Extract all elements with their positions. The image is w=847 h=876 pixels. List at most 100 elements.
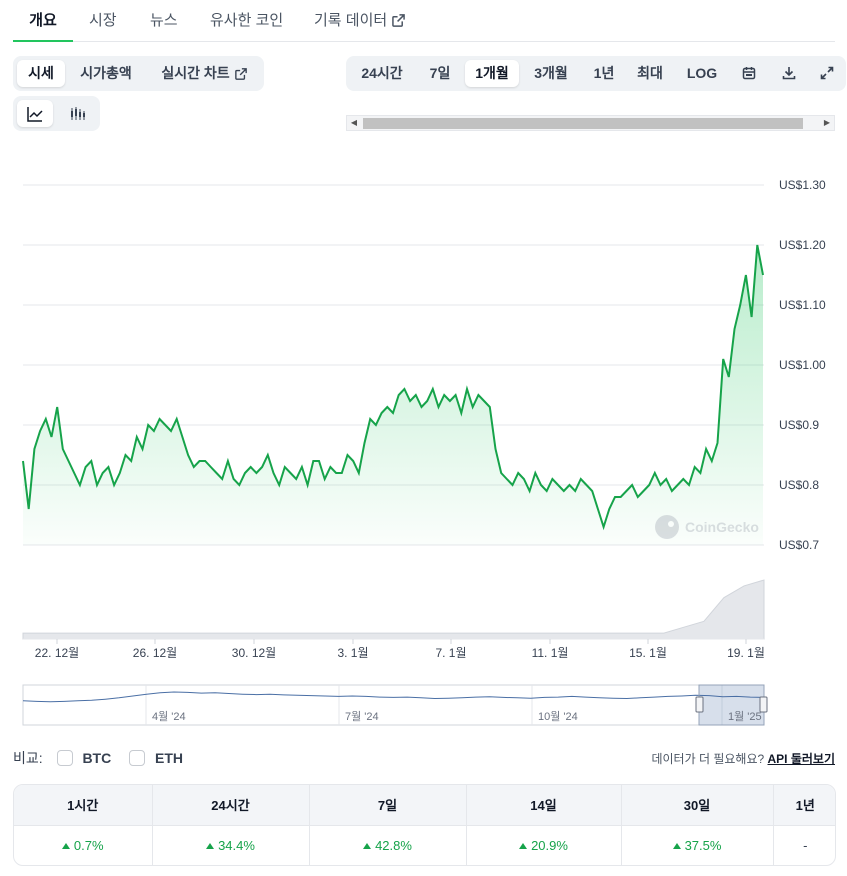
- data-type-toggle: 시세 시가총액 실시간 차트: [13, 56, 264, 91]
- tab-similar-coins-label: 유사한 코인: [210, 12, 284, 29]
- external-link-icon: [234, 68, 247, 80]
- change-7d-value: 42.8%: [375, 837, 412, 853]
- change-24h-value: 34.4%: [218, 837, 255, 853]
- volume-area: [22, 579, 765, 640]
- navigator-left-handle[interactable]: [695, 696, 704, 713]
- navigator-label: 7월 '24: [345, 710, 379, 723]
- tab-news-label: 뉴스: [150, 12, 178, 29]
- navigator-gridlines: [145, 685, 723, 725]
- tab-historical-data[interactable]: 기록 데이터: [314, 0, 405, 42]
- header-1y: 1년: [773, 785, 835, 825]
- external-link-icon: [392, 14, 405, 27]
- navigator-label: 4월 '24: [152, 710, 186, 723]
- chart-style-toggle: [13, 96, 100, 131]
- btc-label[interactable]: BTC: [82, 750, 112, 766]
- y-tick-label: US$0.7: [779, 538, 819, 552]
- navigator-label: 10월 '24: [538, 710, 578, 723]
- range-navigator[interactable]: 4월 '24 7월 '24 10월 '24 1월 '25: [22, 684, 768, 726]
- calendar-icon: [742, 67, 756, 80]
- live-chart-link[interactable]: 실시간 차트: [149, 60, 259, 87]
- x-tick-label: 30. 12월: [232, 646, 276, 660]
- change-14d: 20.9%: [466, 824, 622, 865]
- range-1m[interactable]: 1개월: [465, 60, 519, 87]
- scroll-left-icon[interactable]: ◀: [350, 118, 358, 127]
- range-24h-label: 24시간: [361, 65, 403, 81]
- navigator-frame: [22, 684, 765, 726]
- download-icon: [782, 67, 796, 80]
- x-tick-label: 7. 1월: [435, 646, 466, 660]
- tab-overview[interactable]: 개요: [13, 0, 73, 42]
- range-max-label: 최대: [637, 65, 663, 81]
- tab-overview-label: 개요: [29, 12, 57, 29]
- change-1h: 0.7%: [14, 824, 153, 865]
- change-30d-value: 37.5%: [684, 837, 722, 853]
- y-tick-label: US$0.8: [779, 478, 819, 492]
- change-7d: 42.8%: [309, 824, 467, 865]
- change-1y-value: -: [803, 837, 808, 853]
- x-tick-label: 22. 12월: [35, 646, 79, 660]
- line-chart-button[interactable]: [17, 100, 53, 127]
- up-arrow-icon: [61, 842, 70, 849]
- scroll-right-icon[interactable]: ▶: [823, 118, 831, 127]
- price-toggle[interactable]: 시세: [17, 60, 65, 87]
- watermark-text: CoinGecko: [685, 519, 759, 535]
- change-30d: 37.5%: [621, 824, 774, 865]
- fullscreen-button[interactable]: [812, 60, 842, 87]
- header-24h: 24시간: [152, 785, 310, 825]
- up-arrow-icon: [206, 842, 215, 849]
- market-cap-toggle[interactable]: 시가총액: [71, 60, 141, 87]
- scrollbar-thumb[interactable]: [363, 118, 803, 129]
- navigator-line: [22, 691, 765, 703]
- navigator-right-handle[interactable]: [759, 696, 768, 713]
- eth-checkbox[interactable]: [129, 750, 146, 766]
- x-tick-label: 11. 1월: [532, 646, 569, 660]
- header-30d: 30일: [621, 785, 774, 825]
- navigator-label: 1월 '25: [728, 710, 762, 723]
- range-24h[interactable]: 24시간: [352, 60, 412, 87]
- x-tick-label: 3. 1월: [337, 646, 368, 660]
- price-chart[interactable]: US$1.30 US$1.20 US$1.10 US$1.00 US$0.9 US$0.8…: [0, 150, 847, 735]
- y-tick-label: US$1.00: [779, 358, 826, 372]
- range-3m[interactable]: 3개월: [524, 60, 578, 87]
- log-scale-button[interactable]: LOG: [680, 60, 724, 87]
- range-max[interactable]: 최대: [630, 60, 670, 87]
- up-arrow-icon: [363, 842, 372, 849]
- x-tick-label: 15. 1월: [629, 646, 667, 660]
- y-tick-label: US$1.10: [779, 298, 826, 312]
- tab-similar-coins[interactable]: 유사한 코인: [210, 0, 283, 42]
- range-scrollbar[interactable]: ◀ ▶: [346, 115, 835, 131]
- tab-markets[interactable]: 시장: [89, 0, 117, 42]
- api-prompt: 데이터가 더 필요해요?: [651, 752, 765, 766]
- coingecko-watermark: CoinGecko: [655, 515, 759, 539]
- candlestick-button[interactable]: [59, 100, 95, 127]
- price-change-table: 1시간 24시간 7일 14일 30일 1년 0.7% 34.4% 42.8% …: [13, 784, 836, 866]
- navigator-labels: 4월 '24 7월 '24 10월 '24 1월 '25: [152, 710, 762, 723]
- eth-label[interactable]: ETH: [155, 750, 183, 766]
- overview-tabs: 개요 시장 뉴스 유사한 코인 기록 데이터: [13, 0, 835, 42]
- range-1m-label: 1개월: [475, 65, 509, 81]
- api-link[interactable]: API 둘러보기: [767, 752, 836, 766]
- up-arrow-icon: [672, 842, 681, 849]
- change-1y: -: [773, 824, 835, 865]
- live-chart-label: 실시간 차트: [161, 65, 230, 81]
- compare-label: 비교:: [13, 750, 43, 766]
- range-1y[interactable]: 1년: [586, 60, 622, 87]
- tab-markets-label: 시장: [89, 12, 117, 29]
- up-arrow-icon: [519, 842, 528, 849]
- price-toggle-label: 시세: [28, 65, 54, 81]
- x-tick-label: 19. 1월: [727, 646, 765, 660]
- api-promo: 데이터가 더 필요해요? API 둘러보기: [651, 750, 835, 767]
- date-range-button[interactable]: [732, 60, 766, 87]
- expand-icon: [820, 66, 834, 80]
- range-7d[interactable]: 7일: [420, 60, 460, 87]
- price-area: [23, 245, 763, 545]
- btc-checkbox[interactable]: [56, 750, 73, 766]
- candlestick-icon: [71, 107, 85, 120]
- change-24h: 34.4%: [152, 824, 310, 865]
- range-1y-label: 1년: [593, 65, 615, 81]
- price-line: [22, 244, 764, 531]
- y-axis-labels: US$1.30 US$1.20 US$1.10 US$1.00 US$0.9 US$0.8…: [779, 178, 826, 552]
- range-selector: 24시간 7일 1개월 3개월 1년 최대 LOG: [346, 56, 846, 91]
- download-button[interactable]: [772, 60, 806, 87]
- tab-news[interactable]: 뉴스: [150, 0, 178, 42]
